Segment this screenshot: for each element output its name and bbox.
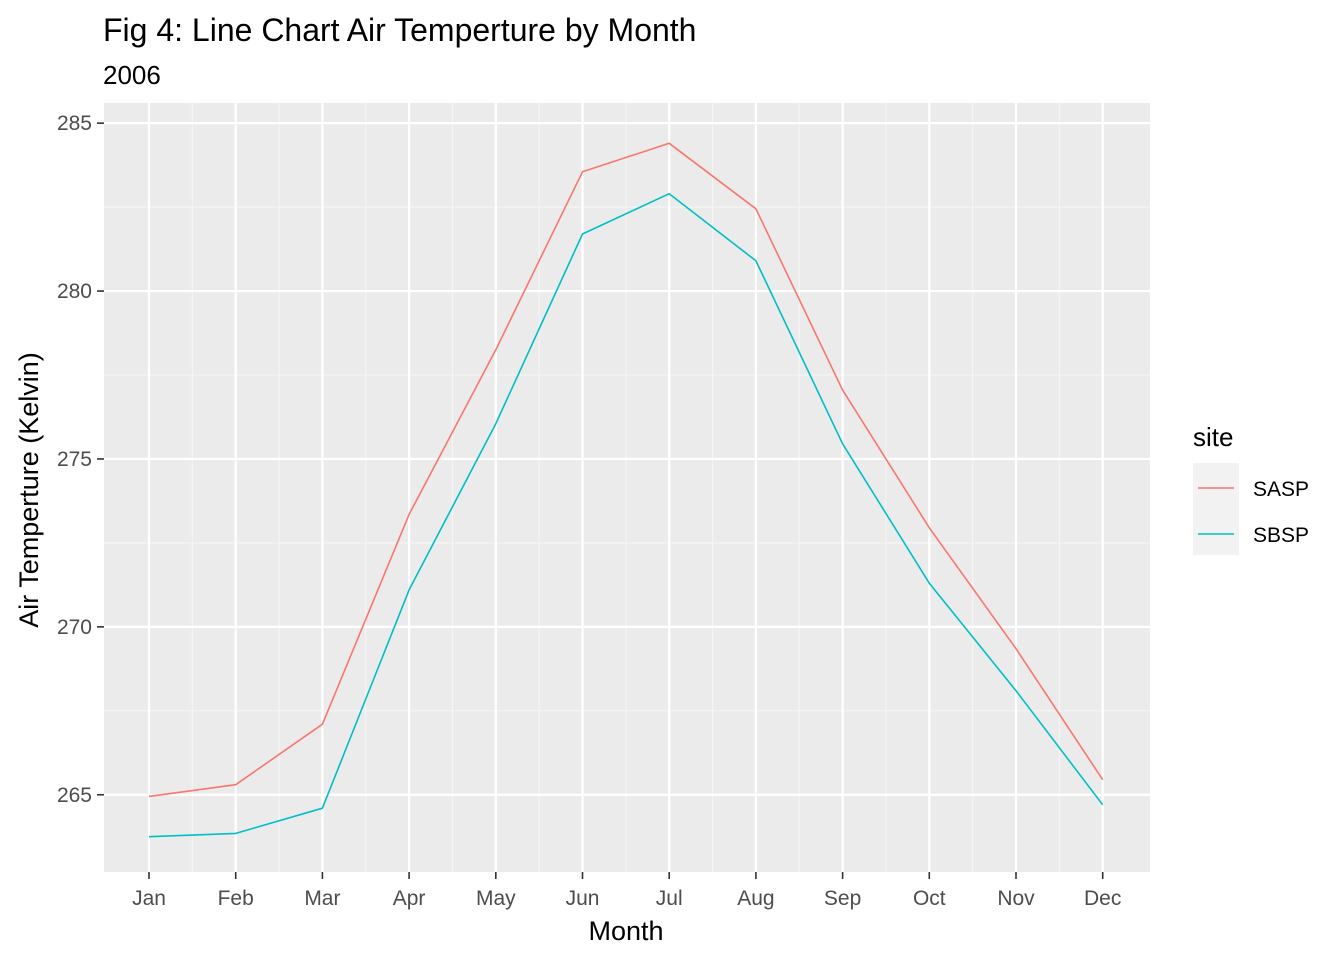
y-tick-label: 265: [57, 784, 92, 807]
x-tick-label: Jul: [656, 887, 683, 910]
x-tick-label: Feb: [218, 887, 254, 910]
x-tick-label: Aug: [737, 887, 774, 910]
x-tick-label: Jun: [566, 887, 600, 910]
legend-label-sbsp: SBSP: [1253, 524, 1309, 547]
series-lines: [148, 142, 1104, 838]
y-axis: 265 270 275 280 285: [57, 112, 104, 807]
legend-label-sasp: SASP: [1253, 478, 1309, 501]
x-tick-label: Oct: [913, 887, 946, 910]
grid-minor: [104, 103, 1150, 872]
x-tick-label: Mar: [304, 887, 340, 910]
x-tick-label: Apr: [393, 887, 426, 910]
x-tick-label: May: [476, 887, 516, 910]
x-tick-label: Nov: [997, 887, 1035, 910]
legend: site SASP SBSP: [1193, 422, 1309, 555]
x-tick-label: Sep: [824, 887, 861, 910]
y-tick-label: 280: [57, 280, 92, 303]
grid-major: [104, 103, 1150, 872]
legend-title: site: [1193, 422, 1233, 452]
y-tick-label: 275: [57, 448, 92, 471]
series-line-sbsp: [148, 192, 1104, 838]
plot-panel: [104, 103, 1150, 872]
y-axis-label: Air Temperture (Kelvin): [14, 352, 44, 628]
x-axis: Jan Feb Mar Apr May Jun Jul Aug Sep Oct Nov Dec: [132, 872, 1121, 910]
legend-keys-background: [1193, 463, 1239, 555]
chart-subtitle: 2006: [103, 60, 161, 90]
x-tick-label: Dec: [1084, 887, 1121, 910]
x-axis-label: Month: [588, 916, 663, 946]
y-tick-label: 285: [57, 112, 92, 135]
series-line-sasp: [148, 142, 1104, 798]
chart-title: Fig 4: Line Chart Air Temperture by Mont…: [103, 12, 696, 48]
x-tick-label: Jan: [132, 887, 166, 910]
y-tick-label: 270: [57, 616, 92, 639]
